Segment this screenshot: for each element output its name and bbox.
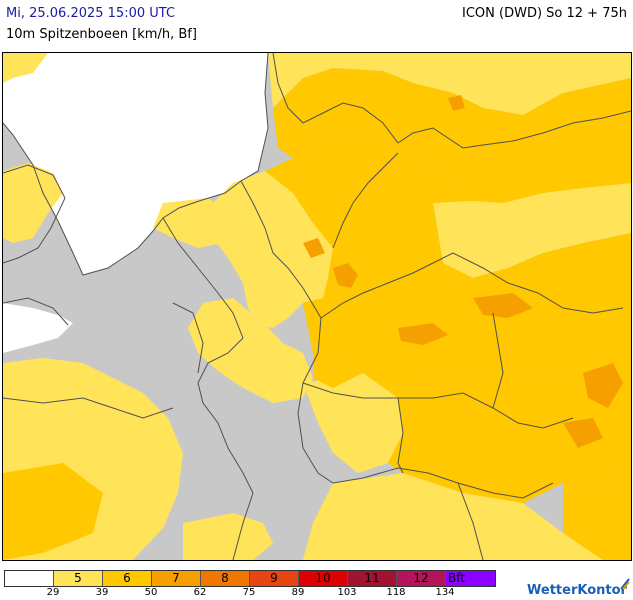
legend-bin-12: 12 — [397, 571, 446, 586]
legend-tick: 103 — [337, 587, 357, 598]
legend-bin-7: 7 — [152, 571, 201, 586]
legend-tick: 29 — [46, 587, 60, 598]
legend-bin-5: 5 — [54, 571, 103, 586]
bft5-area — [3, 53, 631, 560]
legend-bin-8: 8 — [201, 571, 250, 586]
legend-tick: 50 — [144, 587, 158, 598]
legend-bin-10: 10 — [299, 571, 348, 586]
parameter-title: 10m Spitzenboeen [km/h, Bf] — [6, 27, 197, 42]
gust-map-canvas — [3, 53, 631, 560]
bft7-area — [303, 95, 623, 448]
north-sea-area — [3, 53, 268, 275]
legend-tick: 118 — [386, 587, 406, 598]
english-channel-area — [3, 303, 73, 353]
legend-bin-below — [5, 571, 54, 586]
color-legend: 5 6 7 8 9 10 11 12 Bft — [4, 570, 496, 587]
legend-tick: 134 — [435, 587, 455, 598]
bft6-area — [3, 68, 631, 560]
legend-bin-bft: Bft — [446, 571, 495, 586]
legend-tick: 75 — [242, 587, 256, 598]
legend-tick: 62 — [193, 587, 207, 598]
legend-bin-11: 11 — [348, 571, 397, 586]
legend-bin-9: 9 — [250, 571, 299, 586]
coastlines — [3, 53, 631, 326]
gust-map — [2, 52, 632, 561]
wetterkontor-logo-icon — [620, 578, 630, 590]
legend-tick: 89 — [291, 587, 305, 598]
forecast-datetime: Mi, 25.06.2025 15:00 UTC — [6, 6, 176, 21]
national-borders — [3, 53, 624, 560]
model-run-label: ICON (DWD) So 12 + 75h — [462, 6, 627, 21]
legend-bin-6: 6 — [103, 571, 152, 586]
wetterkontor-logo[interactable]: WetterKontor — [527, 583, 627, 598]
legend-tick: 39 — [95, 587, 109, 598]
